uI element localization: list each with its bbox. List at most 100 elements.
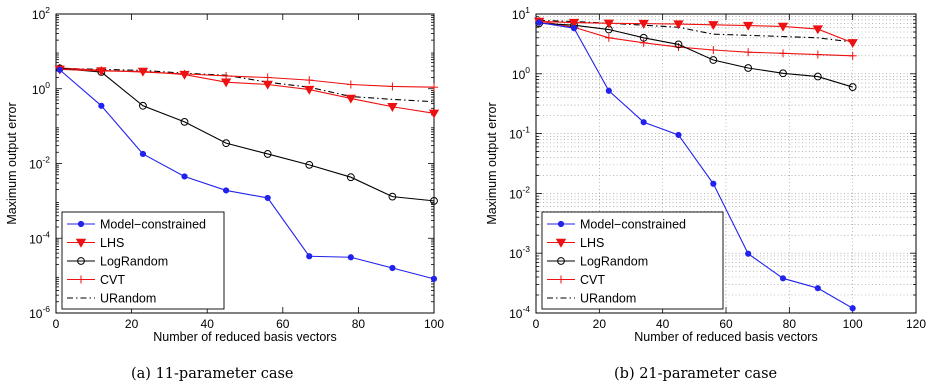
data-point <box>77 275 85 284</box>
legend-label: LogRandom <box>580 255 648 269</box>
legend-label: URandom <box>100 292 156 306</box>
legend-entry: Model−constrained <box>67 218 206 232</box>
x-tick-label: 80 <box>352 317 366 331</box>
x-tick-label: 100 <box>843 317 863 331</box>
data-point <box>430 275 438 282</box>
data-point <box>603 19 615 29</box>
data-point <box>346 173 355 182</box>
legend-entry: CVT <box>67 273 125 287</box>
data-point <box>77 257 85 265</box>
legend-entry: LogRandom <box>67 255 168 269</box>
x-tick-label: 40 <box>201 317 215 331</box>
data-point <box>709 56 718 64</box>
x-tick-label: 20 <box>125 317 139 331</box>
data-point <box>263 73 272 82</box>
data-point <box>638 19 649 29</box>
data-point <box>674 40 683 49</box>
data-point <box>304 85 315 95</box>
data-point <box>220 78 232 88</box>
series-urandom <box>539 19 853 43</box>
x-tick-label: 60 <box>276 317 290 331</box>
data-point <box>675 131 682 139</box>
legend-entry: LHS <box>67 236 124 250</box>
legend-entry: URandom <box>67 292 156 306</box>
chart-panel-b: 10-4 10-3 10-2 10-1 100 101 0 20 40 60 80 100 120 Num… <box>485 5 926 344</box>
data-point <box>77 220 85 228</box>
legend-entry: LHS <box>547 236 604 250</box>
series-lhs <box>54 65 440 119</box>
data-point <box>673 20 684 30</box>
legend-label: LHS <box>580 236 604 250</box>
series-line <box>539 22 853 88</box>
y-tick-label: 100 <box>32 80 50 97</box>
x-tick-label: 120 <box>906 317 926 331</box>
data-point <box>305 160 314 169</box>
y-tick-label: 10-6 <box>29 304 50 321</box>
x-tick-label: 20 <box>593 317 607 331</box>
x-tick-label: 100 <box>424 317 444 331</box>
data-point <box>263 150 272 158</box>
data-point <box>744 64 753 72</box>
data-point <box>96 67 107 77</box>
series-line <box>59 67 435 103</box>
series-line <box>539 20 853 44</box>
data-point <box>848 51 857 60</box>
series-line <box>59 68 435 114</box>
data-point <box>389 264 396 272</box>
legend-label: CVT <box>580 273 605 287</box>
legend-box <box>61 211 225 310</box>
data-point <box>639 33 648 42</box>
legend-entry: Model−constrained <box>547 218 686 232</box>
legend-label: Model−constrained <box>100 218 206 232</box>
grid <box>535 14 917 314</box>
data-point <box>779 49 787 58</box>
legend-entry: LogRandom <box>547 255 648 269</box>
data-point <box>347 254 354 261</box>
data-point <box>557 257 565 265</box>
data-point <box>708 21 719 30</box>
y-tick-label: 10-3 <box>509 244 530 261</box>
legend-entry: URandom <box>547 292 636 306</box>
data-point <box>814 285 821 292</box>
data-point <box>536 19 543 26</box>
series-line <box>539 21 853 309</box>
data-point <box>428 109 440 119</box>
y-tick-label: 10-1 <box>509 125 530 142</box>
legend-label: LHS <box>100 236 124 250</box>
y-tick-label: 10-4 <box>29 229 50 246</box>
y-tick-label: 10-2 <box>29 155 50 172</box>
data-point <box>742 21 754 31</box>
x-tick-label: 80 <box>783 317 797 331</box>
data-point <box>430 196 438 205</box>
data-point <box>777 22 789 32</box>
legend-label: URandom <box>580 292 636 306</box>
y-tick-label: 101 <box>512 5 530 22</box>
y-axis-label: Maximum output error <box>5 102 19 224</box>
data-point <box>139 150 147 158</box>
data-point <box>306 253 313 260</box>
data-point <box>813 50 822 59</box>
caption-b: (b) 21-parameter case <box>614 366 778 382</box>
data-point <box>848 83 857 91</box>
data-point <box>849 305 856 312</box>
data-point <box>570 25 578 32</box>
data-point <box>75 238 87 248</box>
data-point <box>709 46 718 55</box>
x-tick-label: 0 <box>533 317 540 331</box>
data-point <box>179 70 190 80</box>
legend: Model−constrained LHS LogRandom CVT URandom <box>61 211 225 310</box>
caption-a: (a) 11-parameter case <box>131 366 294 382</box>
y-axis-label: Maximum output error <box>485 102 499 224</box>
legend-entry: CVT <box>547 273 605 287</box>
series-line <box>59 69 435 280</box>
data-point <box>388 192 397 201</box>
series-lograndom <box>535 19 857 91</box>
chart-panel-a: 10-6 10-4 10-2 100 102 0 20 40 60 80 100 Number of … <box>5 5 444 344</box>
series-line <box>539 20 853 57</box>
axes-frame <box>535 13 917 314</box>
data-point <box>812 25 824 35</box>
legend-label: CVT <box>100 273 125 287</box>
data-point <box>345 94 357 104</box>
data-point <box>745 250 752 257</box>
data-point <box>305 76 314 85</box>
